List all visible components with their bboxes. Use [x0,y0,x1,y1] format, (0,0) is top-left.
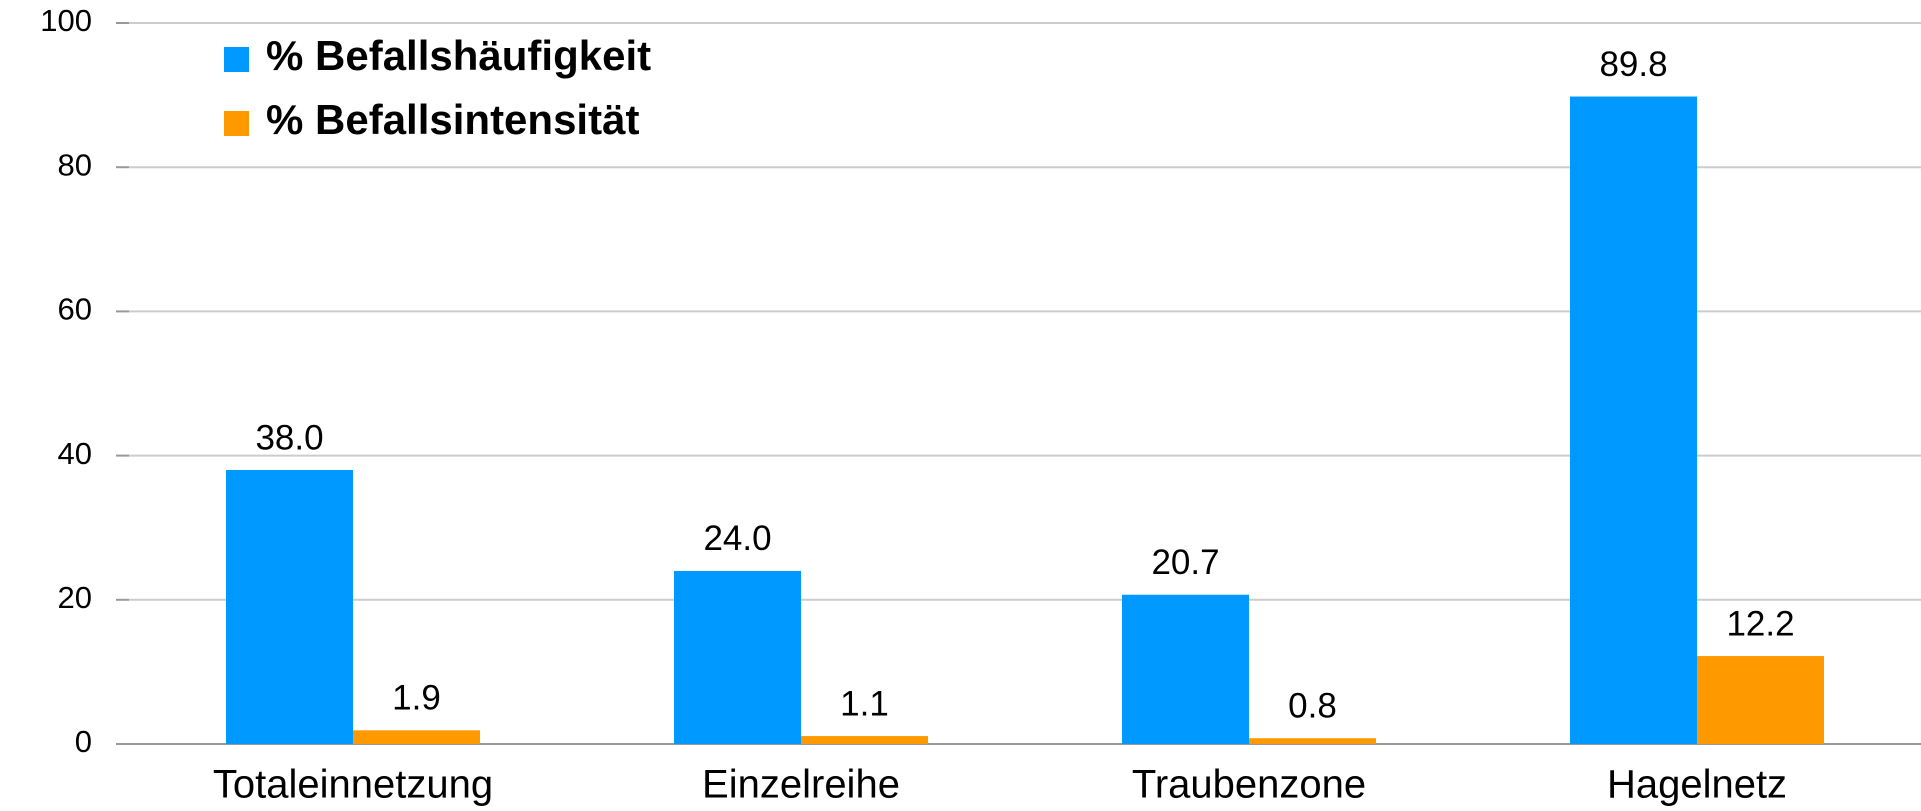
x-tick-label: Einzelreihe [702,763,900,807]
data-label: 1.1 [840,684,889,723]
bar [1570,96,1697,745]
bar [1697,656,1824,744]
y-tick-label: 60 [58,292,92,327]
y-tick-label: 100 [40,3,92,38]
bar [1122,594,1249,744]
data-label: 38.0 [255,418,323,457]
data-label: 89.8 [1599,45,1667,84]
data-label: 20.7 [1151,543,1219,582]
y-tick-label: 0 [75,724,92,759]
x-tick-label: Totaleinnetzung [213,763,493,807]
legend-swatch [224,111,249,136]
data-label: 0.8 [1288,686,1337,725]
data-label: 1.9 [392,679,441,718]
legend-label: % Befallsintensität [266,96,639,143]
bar [226,470,353,744]
y-tick-label: 20 [58,580,92,615]
y-tick-label: 40 [58,436,92,471]
data-label: 12.2 [1726,604,1794,643]
bar [353,730,480,744]
data-label: 24.0 [703,519,771,558]
legend-swatch [224,47,249,72]
x-tick-label: Traubenzone [1132,763,1366,807]
bar [1249,738,1376,744]
bar [674,570,801,744]
y-tick-label: 80 [58,147,92,182]
legend-label: % Befallshäufigkeit [266,32,651,79]
bar [801,736,928,744]
x-tick-label: Hagelnetz [1607,763,1787,807]
